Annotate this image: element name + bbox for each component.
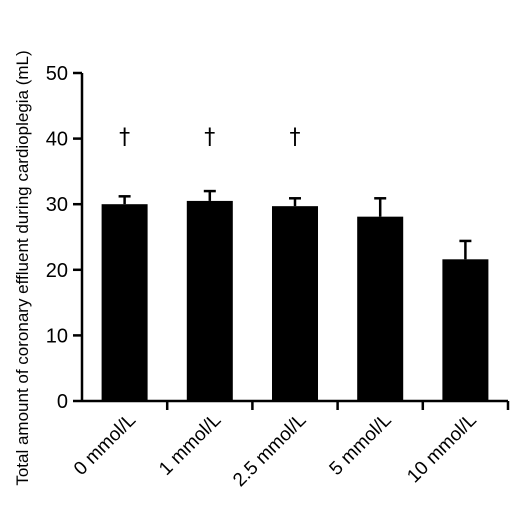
bar	[442, 259, 489, 401]
y-ticks: 0 10 20 30 40 50	[46, 63, 82, 413]
y-tick-label: 50	[46, 63, 68, 85]
x-tick-labels: 0 mmol/L 1 mmol/L 2.5 mmol/L 5 mmol/L 10 mmo…	[70, 401, 510, 491]
bars: † † †	[101, 125, 489, 401]
y-tick-label: 40	[46, 129, 68, 151]
y-tick-label: 0	[57, 391, 68, 413]
y-tick-label: 10	[46, 325, 68, 347]
y-tick-label: 30	[46, 194, 68, 216]
bar	[101, 204, 148, 401]
bar	[357, 216, 404, 401]
significance-marker: †	[290, 125, 301, 150]
x-tick-label: 1 mmol/L	[155, 410, 225, 480]
x-tick-label: 2.5 mmol/L	[229, 410, 310, 491]
significance-marker: †	[119, 125, 130, 150]
y-axis-title: Total amount of coronary effluent during…	[13, 50, 32, 485]
y-tick-label: 20	[46, 260, 68, 282]
x-tick-label: 5 mmol/L	[326, 410, 396, 480]
bar	[271, 206, 319, 401]
bar	[186, 200, 233, 401]
x-tick-label: 0 mmol/L	[70, 410, 140, 480]
x-tick-label: 10 mmol/L	[403, 410, 481, 488]
significance-marker: †	[204, 125, 215, 150]
